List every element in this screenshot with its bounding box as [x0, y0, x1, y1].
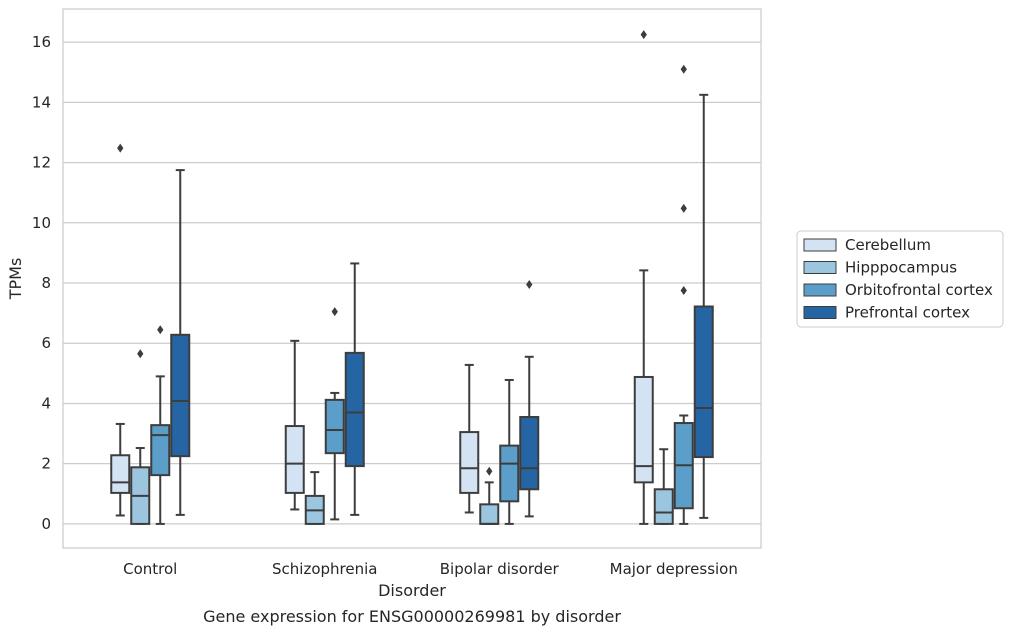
outlier-point	[486, 466, 493, 476]
chart-caption: Gene expression for ENSG00000269981 by d…	[203, 607, 621, 626]
x-tick-label: Major depression	[610, 560, 738, 578]
legend-swatch	[803, 261, 837, 274]
box-iqr	[479, 503, 500, 525]
box-cerebellum	[633, 30, 654, 525]
box-iqr	[284, 425, 305, 494]
box-iqr	[519, 416, 540, 491]
box-hipppocampus	[653, 448, 674, 525]
legend-label: Prefrontal cortex	[845, 304, 970, 322]
y-tick-label: 0	[41, 515, 51, 533]
box-cerebellum	[459, 363, 480, 514]
legend-swatch	[803, 238, 837, 252]
y-tick-label: 16	[32, 33, 51, 51]
box-iqr	[344, 351, 365, 468]
box-iqr	[324, 398, 345, 455]
x-tick-label: Bipolar disorder	[440, 560, 560, 578]
x-tick-label: Schizophrenia	[272, 560, 377, 578]
outlier-point	[137, 349, 144, 359]
x-axis-label: Disorder	[378, 581, 446, 600]
box-cerebellum	[110, 143, 131, 517]
box-iqr	[633, 375, 654, 484]
box-orbitofrontal-cortex	[673, 64, 694, 525]
box-hipppocampus	[479, 466, 500, 525]
box-prefrontal-cortex	[519, 280, 540, 518]
outlier-point	[331, 307, 338, 317]
box-orbitofrontal-cortex	[499, 378, 520, 525]
plot-area	[110, 30, 714, 525]
y-tick-label: 8	[41, 274, 51, 292]
box-iqr	[150, 424, 171, 477]
box-iqr	[459, 431, 480, 494]
box-prefrontal-cortex	[693, 93, 714, 519]
outlier-point	[680, 286, 687, 296]
box-prefrontal-cortex	[170, 169, 191, 516]
box-iqr	[693, 305, 714, 459]
y-tick-label: 6	[41, 334, 51, 352]
y-axis-label: TPMs	[6, 258, 25, 301]
legend-label: Hipppocampus	[845, 259, 957, 277]
y-tick-label: 2	[41, 455, 51, 473]
legend-swatch	[803, 306, 837, 319]
box-hipppocampus	[304, 471, 325, 525]
legend: Cerebellum Hipppocampus Orbitofrontal cort…	[796, 230, 1004, 328]
box-iqr	[170, 333, 191, 458]
outlier-point	[680, 203, 687, 213]
box-cerebellum	[284, 339, 305, 511]
box-iqr	[499, 444, 520, 503]
legend-label: Orbitofrontal cortex	[845, 281, 993, 299]
outlier-point	[640, 30, 647, 40]
legend-swatch	[803, 283, 837, 297]
y-tick-label: 12	[32, 154, 51, 172]
x-tick-labels: Control Schizophrenia Bipolar disorder Majo…	[123, 560, 738, 578]
y-tick-label: 10	[32, 214, 51, 232]
outlier-point	[117, 143, 124, 153]
box-iqr	[653, 488, 674, 525]
legend-frame	[796, 230, 1004, 328]
outlier-point	[157, 325, 164, 335]
legend-label: Cerebellum	[845, 236, 931, 254]
box-orbitofrontal-cortex	[150, 325, 171, 525]
y-tick-labels: 0 2 4 6 8 10 12 14 16	[32, 33, 51, 533]
box-orbitofrontal-cortex	[324, 307, 345, 521]
y-tick-label: 4	[41, 394, 51, 412]
box-hipppocampus	[130, 349, 151, 525]
box-prefrontal-cortex	[344, 262, 365, 516]
outlier-point	[526, 280, 533, 290]
outlier-point	[680, 64, 687, 74]
box-iqr	[110, 454, 131, 494]
plot-frame	[62, 8, 762, 549]
x-tick-label: Control	[123, 560, 177, 578]
y-tick-label: 14	[32, 93, 51, 111]
